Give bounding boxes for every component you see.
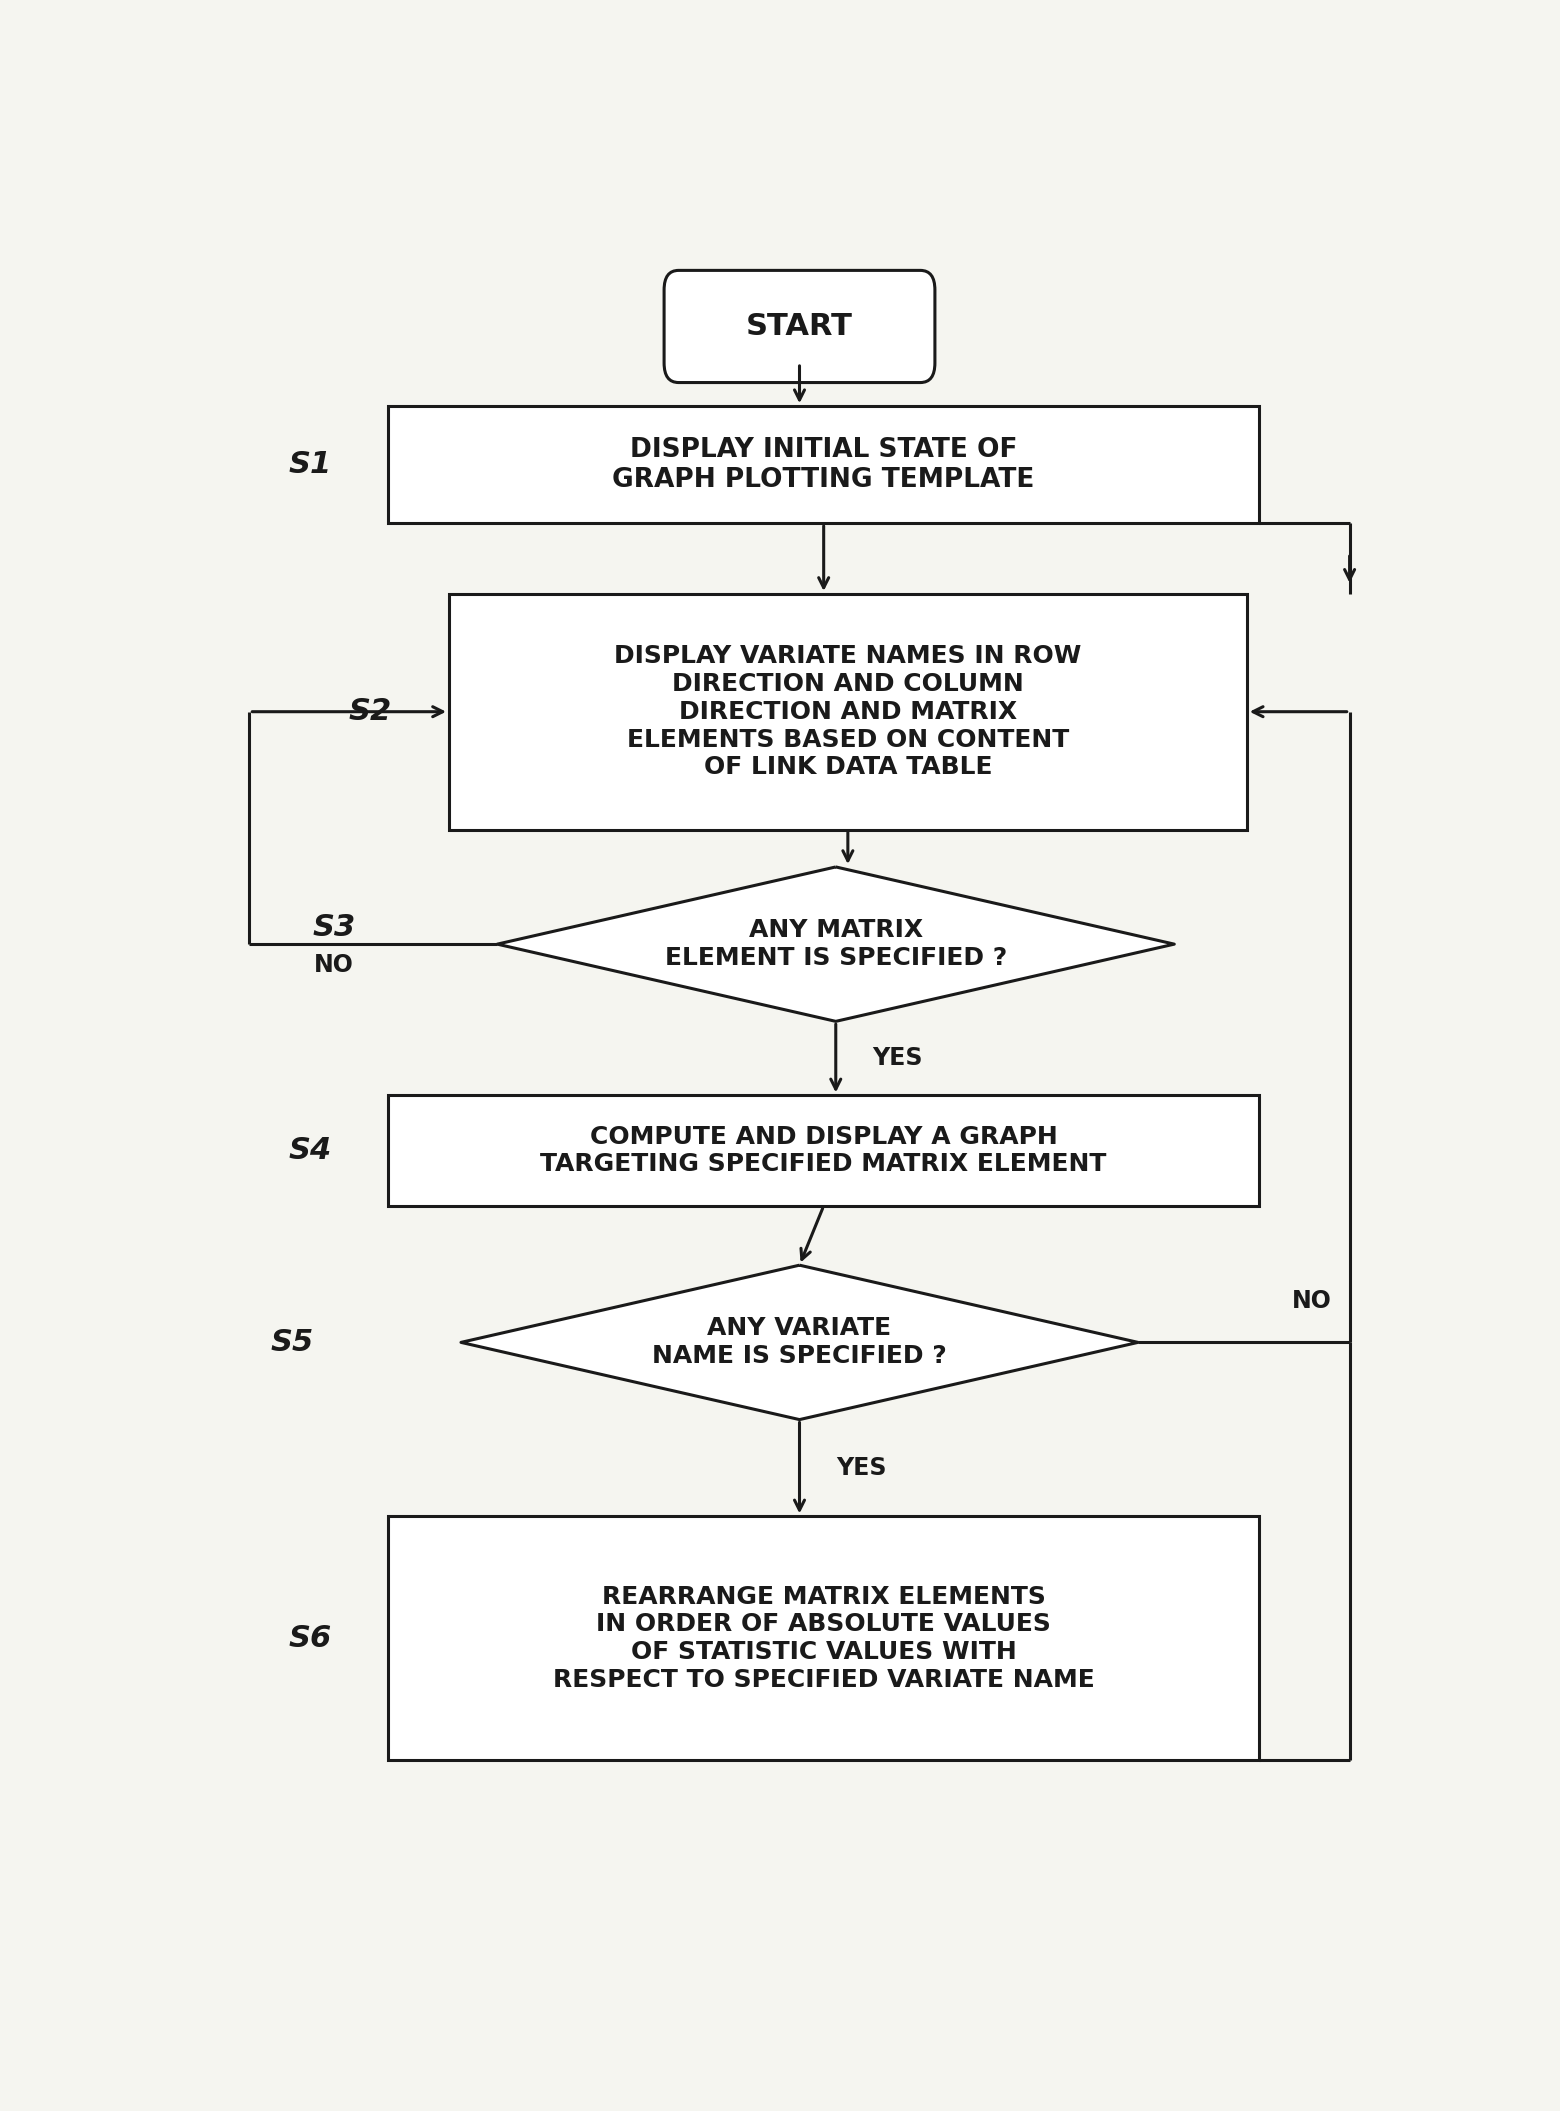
Text: S4: S4 xyxy=(289,1136,331,1165)
Bar xyxy=(388,1516,1259,1761)
Text: S2: S2 xyxy=(349,697,392,726)
Text: NO: NO xyxy=(314,954,354,977)
Text: START: START xyxy=(746,312,853,342)
Text: COMPUTE AND DISPLAY A GRAPH
TARGETING SPECIFIED MATRIX ELEMENT: COMPUTE AND DISPLAY A GRAPH TARGETING SP… xyxy=(540,1125,1108,1176)
Bar xyxy=(449,593,1246,830)
Text: S3: S3 xyxy=(312,914,356,942)
Text: ANY VARIATE
NAME IS SPECIFIED ?: ANY VARIATE NAME IS SPECIFIED ? xyxy=(652,1317,947,1368)
Text: DISPLAY VARIATE NAMES IN ROW
DIRECTION AND COLUMN
DIRECTION AND MATRIX
ELEMENTS : DISPLAY VARIATE NAMES IN ROW DIRECTION A… xyxy=(615,644,1081,779)
Bar xyxy=(388,1096,1259,1205)
Text: S1: S1 xyxy=(289,450,331,479)
Text: S5: S5 xyxy=(270,1328,314,1357)
Text: ANY MATRIX
ELEMENT IS SPECIFIED ?: ANY MATRIX ELEMENT IS SPECIFIED ? xyxy=(665,918,1006,971)
Text: YES: YES xyxy=(836,1457,886,1480)
Polygon shape xyxy=(498,868,1175,1022)
Text: DISPLAY INITIAL STATE OF
GRAPH PLOTTING TEMPLATE: DISPLAY INITIAL STATE OF GRAPH PLOTTING … xyxy=(613,437,1034,492)
Polygon shape xyxy=(462,1264,1139,1419)
Text: S6: S6 xyxy=(289,1623,331,1653)
Text: NO: NO xyxy=(1292,1290,1332,1313)
Text: YES: YES xyxy=(872,1047,922,1070)
Text: REARRANGE MATRIX ELEMENTS
IN ORDER OF ABSOLUTE VALUES
OF STATISTIC VALUES WITH
R: REARRANGE MATRIX ELEMENTS IN ORDER OF AB… xyxy=(552,1585,1095,1691)
Bar xyxy=(388,405,1259,524)
FancyBboxPatch shape xyxy=(665,270,934,382)
